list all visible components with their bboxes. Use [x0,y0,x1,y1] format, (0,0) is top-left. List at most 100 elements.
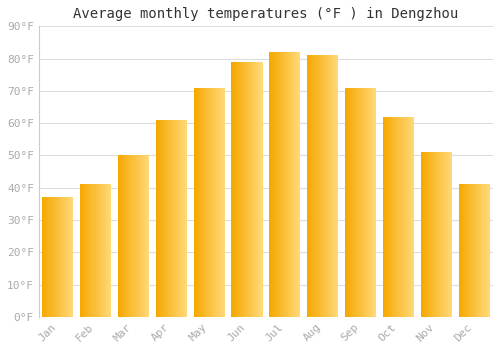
Bar [161,120,162,317]
Bar [202,88,203,317]
Bar [210,88,211,317]
Bar [448,152,450,317]
Bar [248,62,249,317]
Bar [391,117,392,317]
Bar [474,184,475,317]
Bar [96,184,98,317]
Bar [174,120,176,317]
Bar [429,152,430,317]
Bar [159,120,160,317]
Bar [63,197,64,317]
Bar [70,197,71,317]
Bar [122,155,123,317]
Bar [366,88,367,317]
Bar [466,184,467,317]
Bar [332,55,333,317]
Bar [392,117,393,317]
Bar [393,117,394,317]
Bar [130,155,132,317]
Bar [409,117,410,317]
Bar [292,52,293,317]
Bar [465,184,466,317]
Bar [314,55,316,317]
Bar [72,197,74,317]
Bar [270,52,272,317]
Bar [458,184,460,317]
Bar [247,62,248,317]
Bar [80,184,81,317]
Bar [484,184,486,317]
Bar [260,62,262,317]
Bar [218,88,220,317]
Bar [370,88,371,317]
Bar [124,155,125,317]
Bar [444,152,446,317]
Bar [374,88,375,317]
Bar [204,88,205,317]
Bar [68,197,69,317]
Bar [469,184,470,317]
Bar [252,62,253,317]
Bar [160,120,161,317]
Bar [198,88,199,317]
Bar [467,184,468,317]
Bar [82,184,83,317]
Bar [172,120,174,317]
Bar [102,184,103,317]
Bar [147,155,148,317]
Bar [434,152,435,317]
Bar [176,120,178,317]
Bar [165,120,166,317]
Bar [136,155,138,317]
Bar [207,88,208,317]
Bar [410,117,411,317]
Bar [253,62,254,317]
Bar [406,117,408,317]
Bar [209,88,210,317]
Bar [85,184,86,317]
Bar [144,155,145,317]
Bar [199,88,200,317]
Bar [289,52,290,317]
Bar [307,55,308,317]
Bar [52,197,54,317]
Bar [42,197,43,317]
Bar [368,88,369,317]
Bar [432,152,433,317]
Bar [216,88,218,317]
Bar [336,55,337,317]
Bar [249,62,250,317]
Bar [346,88,347,317]
Bar [138,155,140,317]
Bar [212,88,214,317]
Bar [329,55,330,317]
Bar [333,55,334,317]
Bar [163,120,164,317]
Bar [245,62,246,317]
Bar [110,184,111,317]
Bar [166,120,167,317]
Bar [240,62,241,317]
Bar [156,120,157,317]
Bar [234,62,236,317]
Bar [201,88,202,317]
Bar [274,52,276,317]
Bar [182,120,184,317]
Bar [272,52,274,317]
Bar [108,184,109,317]
Bar [81,184,82,317]
Bar [208,88,209,317]
Bar [404,117,406,317]
Bar [387,117,388,317]
Bar [390,117,391,317]
Bar [258,62,260,317]
Bar [56,197,58,317]
Bar [58,197,59,317]
Bar [384,117,385,317]
Bar [285,52,286,317]
Bar [48,197,50,317]
Bar [222,88,224,317]
Bar [158,120,159,317]
Bar [372,88,373,317]
Bar [126,155,127,317]
